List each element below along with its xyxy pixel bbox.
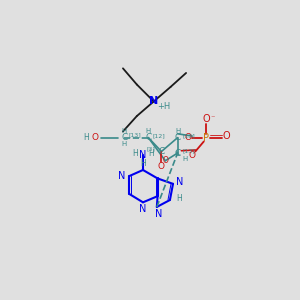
Text: N: N (176, 176, 184, 187)
Text: C: C (122, 133, 128, 142)
Text: H: H (148, 149, 154, 158)
Text: H: H (122, 128, 127, 134)
Text: [12]: [12] (153, 133, 166, 138)
Text: H: H (132, 149, 138, 158)
Text: +H: +H (157, 102, 170, 111)
Text: O: O (158, 162, 165, 171)
Text: H: H (146, 128, 151, 134)
Text: C: C (145, 133, 152, 142)
Text: O: O (222, 131, 230, 141)
Text: [13]: [13] (182, 148, 195, 153)
Text: C: C (175, 133, 181, 142)
Text: N: N (118, 171, 126, 181)
Text: H: H (140, 159, 146, 168)
Text: H: H (183, 156, 188, 162)
Text: H: H (122, 141, 127, 147)
Text: O: O (189, 151, 196, 160)
Text: C: C (175, 148, 181, 158)
Text: [13]: [13] (129, 132, 142, 137)
Text: N: N (149, 96, 158, 106)
Text: O: O (202, 114, 210, 124)
Text: N: N (139, 150, 147, 160)
Text: ⁻: ⁻ (210, 113, 214, 122)
Text: O: O (162, 156, 168, 165)
Text: P: P (203, 133, 209, 142)
Text: N: N (155, 209, 162, 219)
Text: [3]: [3] (146, 147, 155, 152)
Text: O: O (92, 133, 99, 142)
Text: H: H (83, 133, 89, 142)
Text: H: H (176, 194, 182, 203)
Text: N: N (139, 204, 147, 214)
Text: H: H (175, 128, 180, 134)
Text: C: C (158, 147, 165, 156)
Text: [13]: [13] (182, 133, 195, 138)
Text: O: O (184, 133, 191, 142)
